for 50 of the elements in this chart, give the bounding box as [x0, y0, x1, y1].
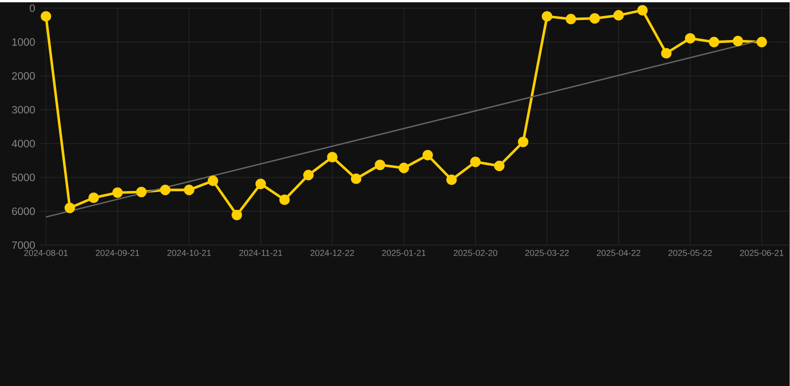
point	[684, 33, 696, 44]
x-tick-label: 2024-10-21	[167, 250, 211, 256]
y-tick-label: 3000	[12, 106, 35, 114]
point	[518, 136, 528, 148]
point	[64, 202, 76, 214]
x-tick-label: 2025-06-21	[740, 250, 784, 256]
point	[208, 176, 218, 186]
point	[708, 36, 720, 48]
x-tick-label: 2024-12-22	[310, 250, 354, 256]
point	[374, 160, 386, 170]
point	[756, 36, 768, 48]
point	[136, 186, 147, 198]
y-tick-label: 1000	[12, 38, 35, 46]
y-tick-label: 2000	[12, 72, 35, 80]
point	[470, 156, 481, 168]
point	[494, 160, 505, 172]
point	[422, 150, 433, 160]
x-tick-label: 2025-05-22	[668, 250, 712, 256]
point	[184, 184, 194, 196]
point	[637, 4, 648, 16]
point	[589, 13, 600, 24]
point	[303, 170, 314, 180]
point	[279, 194, 290, 206]
x-tick-label: 2024-09-21	[96, 250, 140, 256]
point	[661, 48, 672, 58]
point	[88, 192, 99, 203]
point	[255, 178, 266, 190]
point	[542, 11, 552, 22]
y-tick-label: 6000	[12, 207, 35, 216]
point	[566, 14, 576, 24]
x-tick-label: 2024-08-01	[24, 250, 68, 256]
y-tick-label: 0	[30, 4, 35, 12]
point	[732, 36, 744, 46]
point	[40, 11, 52, 22]
x-tick-label: 2025-01-21	[382, 250, 426, 256]
y-tick-label: 5000	[12, 174, 35, 182]
point	[613, 10, 624, 21]
point	[350, 174, 362, 184]
point	[160, 184, 171, 196]
point	[327, 152, 338, 162]
x-tick-label: 2025-04-22	[596, 250, 640, 256]
y-tick-label: 7000	[12, 241, 35, 249]
x-tick-label: 2025-03-22	[525, 250, 569, 256]
y-tick-label: 4000	[12, 140, 35, 148]
x-tick-label: 2024-11-21	[239, 250, 282, 256]
point	[232, 210, 242, 220]
point	[398, 162, 410, 174]
point	[446, 174, 457, 186]
point	[112, 187, 123, 198]
x-tick-label: 2025-02-20	[454, 250, 498, 256]
